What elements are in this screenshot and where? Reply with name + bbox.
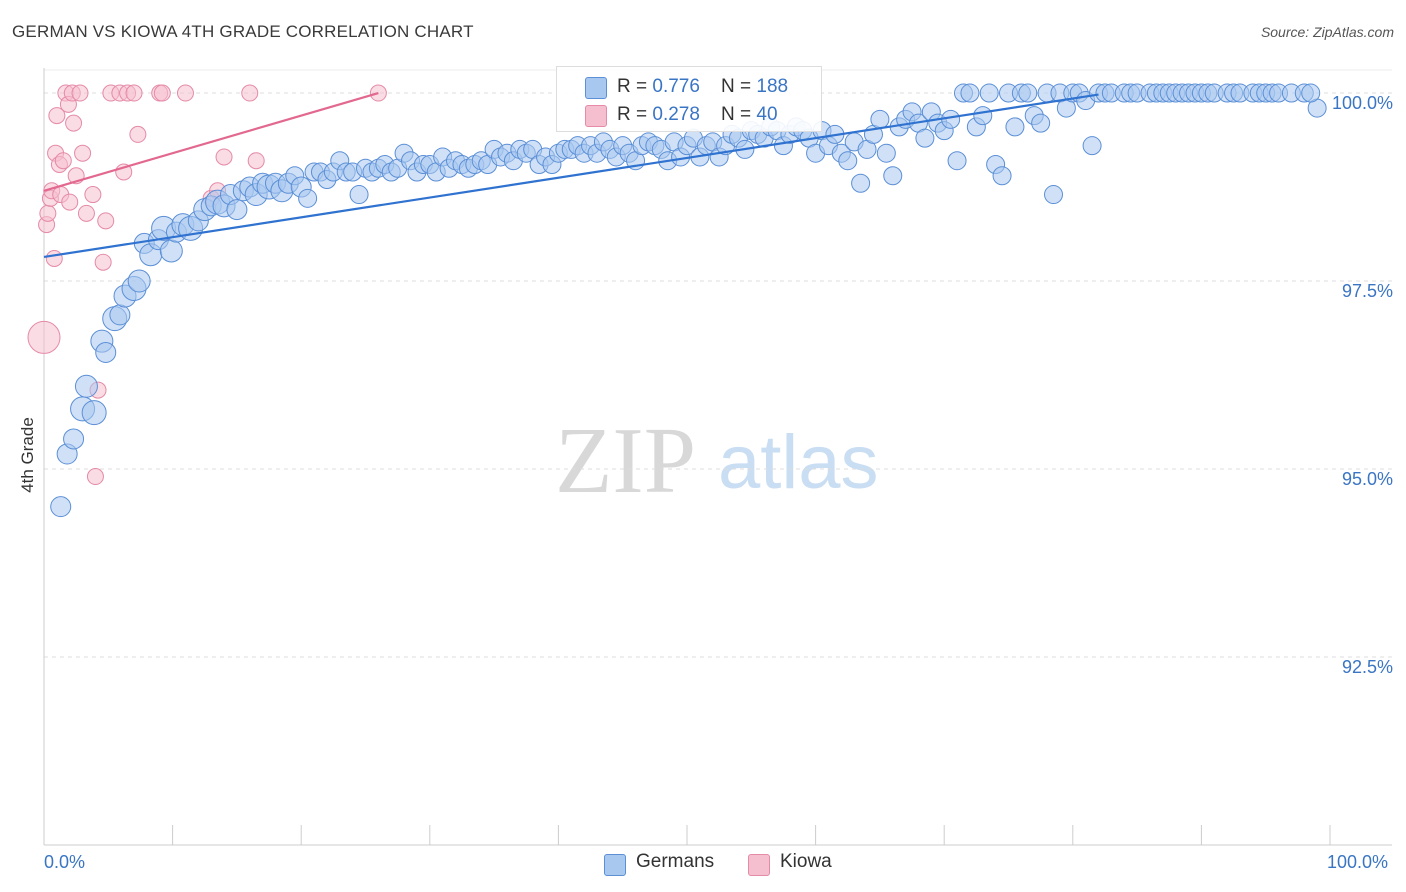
stats-legend: R = 0.776 N = 188 R = 0.278 N = 40 bbox=[556, 66, 822, 132]
kiowa-point bbox=[176, 84, 194, 102]
kiowa-point bbox=[129, 125, 147, 143]
kiowa-legend-label: Kiowa bbox=[780, 851, 832, 872]
y-tick-label: 92.5% bbox=[1342, 657, 1393, 677]
germans-r-label: R = bbox=[617, 76, 653, 97]
german-point bbox=[50, 496, 72, 518]
germans-legend-swatch bbox=[604, 854, 626, 876]
kiowa-point bbox=[247, 152, 265, 170]
german-point bbox=[226, 199, 248, 221]
y-tick-labels: 100.0% 97.5% 95.0% 92.5% bbox=[1332, 93, 1393, 677]
german-point bbox=[883, 166, 903, 186]
kiowa-point bbox=[54, 152, 72, 170]
kiowa-point bbox=[61, 193, 79, 211]
kiowa-point bbox=[74, 144, 92, 162]
kiowa-point bbox=[27, 320, 61, 354]
kiowa-point bbox=[215, 148, 233, 166]
german-point bbox=[947, 151, 967, 171]
german-point bbox=[349, 185, 369, 205]
y-tick-label: 97.5% bbox=[1342, 281, 1393, 301]
kiowa-n-label: N = bbox=[721, 104, 757, 125]
german-point bbox=[870, 109, 890, 129]
german-point bbox=[979, 83, 999, 103]
kiowa-point bbox=[65, 114, 83, 132]
trendlines bbox=[43, 91, 1099, 259]
german-point bbox=[960, 83, 980, 103]
german-point bbox=[1018, 83, 1038, 103]
kiowa-point bbox=[77, 204, 95, 222]
german-point bbox=[1301, 83, 1321, 103]
german-point bbox=[74, 374, 98, 398]
y-tick-label: 100.0% bbox=[1332, 93, 1393, 113]
kiowa-point bbox=[86, 468, 104, 486]
german-point bbox=[992, 166, 1012, 186]
german-point bbox=[915, 128, 935, 148]
germans-n-value: 188 bbox=[756, 76, 789, 97]
german-point bbox=[1005, 117, 1025, 137]
germans-legend-label: Germans bbox=[636, 851, 715, 872]
watermark: ZIP atlas bbox=[555, 409, 879, 513]
kiowa-point bbox=[94, 253, 112, 271]
x-tick-label-min: 0.0% bbox=[44, 852, 86, 872]
germans-r-value: 0.776 bbox=[652, 76, 700, 97]
german-point bbox=[298, 188, 318, 208]
kiowa-point bbox=[71, 84, 89, 102]
kiowa-point bbox=[153, 84, 171, 102]
germans-series bbox=[50, 83, 1327, 518]
german-point bbox=[973, 106, 993, 126]
kiowa-point bbox=[125, 84, 143, 102]
german-point bbox=[95, 341, 117, 363]
y-axis-label: 4th Grade bbox=[18, 417, 37, 493]
kiowa-r-value: 0.278 bbox=[652, 104, 700, 125]
german-point bbox=[63, 428, 85, 450]
german-point bbox=[159, 239, 183, 263]
kiowa-point bbox=[48, 107, 66, 125]
kiowa-point bbox=[97, 212, 115, 230]
german-point bbox=[1082, 136, 1102, 156]
kiowa-trendline bbox=[43, 91, 379, 192]
kiowa-point bbox=[84, 186, 102, 204]
german-point bbox=[838, 151, 858, 171]
german-point bbox=[876, 143, 896, 163]
german-point bbox=[851, 173, 871, 193]
y-tick-label: 95.0% bbox=[1342, 469, 1393, 489]
german-point bbox=[109, 304, 131, 326]
watermark-zip: ZIP bbox=[555, 409, 696, 513]
kiowa-series bbox=[27, 84, 387, 486]
x-tick-label-max: 100.0% bbox=[1327, 852, 1389, 872]
kiowa-swatch bbox=[585, 105, 607, 127]
germans-swatch bbox=[585, 77, 607, 99]
watermark-atlas: atlas bbox=[718, 420, 879, 505]
source-label: Source: ZipAtlas.com bbox=[1260, 24, 1394, 40]
german-point bbox=[127, 269, 151, 293]
kiowa-point bbox=[241, 84, 259, 102]
chart-title: GERMAN VS KIOWA 4TH GRADE CORRELATION CH… bbox=[12, 22, 474, 41]
germans-n-label: N = bbox=[721, 76, 757, 97]
german-point bbox=[1031, 113, 1051, 133]
kiowa-n-value: 40 bbox=[756, 104, 778, 125]
germans-trendline bbox=[43, 93, 1099, 259]
kiowa-point bbox=[45, 249, 63, 267]
kiowa-point bbox=[39, 204, 57, 222]
german-point bbox=[81, 400, 107, 426]
kiowa-r-label: R = bbox=[617, 104, 653, 125]
kiowa-legend-swatch bbox=[748, 854, 770, 876]
german-point bbox=[1044, 185, 1064, 205]
